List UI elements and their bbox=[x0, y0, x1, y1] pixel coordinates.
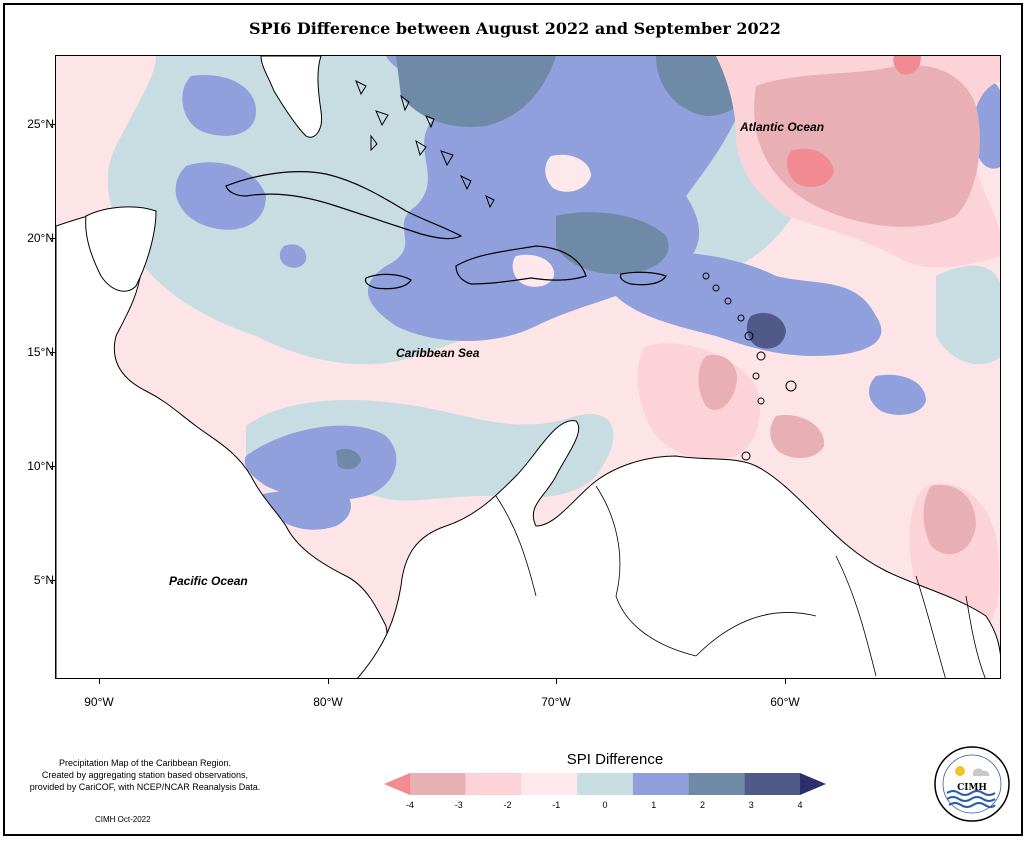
zone-rose-southeast bbox=[770, 415, 825, 458]
lat-tick-mark bbox=[50, 352, 55, 353]
lon-tick-mark bbox=[785, 679, 786, 684]
map-panel: Atlantic Ocean Caribbean Sea Pacific Oce… bbox=[55, 55, 1001, 679]
zone-darkblue-north bbox=[396, 56, 556, 127]
lat-tick-mark bbox=[50, 238, 55, 239]
lon-tick-60: 60°W bbox=[770, 695, 800, 709]
cimh-logo-icon: CIMH bbox=[934, 746, 1010, 822]
lat-tick-mark bbox=[50, 580, 55, 581]
lon-tick-70: 70°W bbox=[541, 695, 571, 709]
lat-tick-mark bbox=[50, 466, 55, 467]
lon-tick-mark bbox=[99, 679, 100, 684]
legend-swatch bbox=[577, 773, 633, 795]
zone-blue-east-edge bbox=[973, 82, 1000, 169]
legend-swatch bbox=[632, 773, 689, 795]
land-hispaniola bbox=[455, 245, 587, 285]
land-south-america bbox=[357, 420, 1000, 678]
lat-tick-10: 10°N bbox=[27, 459, 54, 473]
note-line-2: Created by aggregating station based obs… bbox=[41, 770, 249, 780]
zone-darkblue-central bbox=[556, 212, 669, 275]
zone-rose-east-antilles bbox=[698, 355, 737, 410]
land-lesser-antilles bbox=[702, 272, 797, 461]
note-line-3: provided by CariCOF, with NCEP/NCAR Rean… bbox=[29, 782, 261, 792]
zone-blue-east-arm bbox=[616, 252, 882, 356]
lat-tick-20: 20°N bbox=[27, 231, 54, 245]
legend-label: 1 bbox=[651, 800, 657, 810]
zone-blue-small-spot bbox=[279, 244, 307, 268]
spi-map-svg bbox=[56, 56, 1000, 678]
legend-label: 2 bbox=[699, 800, 705, 810]
description-note: Precipitation Map of the Caribbean Regio… bbox=[5, 757, 285, 793]
legend-label: -4 bbox=[405, 800, 414, 810]
lat-tick-25: 25°N bbox=[27, 117, 54, 131]
legend-swatch bbox=[465, 773, 522, 795]
legend-label: 3 bbox=[748, 800, 754, 810]
note-line-1: Precipitation Map of the Caribbean Regio… bbox=[58, 758, 232, 768]
lon-tick-90: 90°W bbox=[84, 695, 114, 709]
land-cuba bbox=[225, 171, 463, 240]
land-puerto-rico bbox=[619, 271, 667, 286]
land-jamaica bbox=[364, 273, 412, 290]
legend-label: -1 bbox=[552, 800, 561, 810]
zone-darkblue-south-spot bbox=[336, 449, 361, 470]
credit-text: CIMH Oct-2022 bbox=[95, 815, 151, 824]
zone-red-top bbox=[893, 56, 921, 75]
logo-text: CIMH bbox=[957, 783, 987, 793]
legend-swatch bbox=[744, 773, 800, 795]
legend-title: SPI Difference bbox=[566, 751, 664, 768]
land-bahamas bbox=[355, 79, 495, 209]
label-pacific-ocean: Pacific Ocean bbox=[169, 574, 248, 588]
lat-tick-5: 5°N bbox=[33, 573, 54, 587]
zone-navy-antilles bbox=[746, 312, 786, 349]
zone-pink-spot-1 bbox=[545, 154, 591, 192]
zone-lightblue-east bbox=[936, 265, 1000, 365]
legend-label: 0 bbox=[602, 800, 608, 810]
zone-blue-topwest bbox=[182, 75, 256, 136]
country-borders bbox=[495, 485, 986, 678]
land-florida bbox=[260, 56, 323, 138]
legend-swatch bbox=[410, 773, 466, 795]
legend-label: -3 bbox=[454, 800, 463, 810]
legend-arrow-left bbox=[384, 773, 410, 795]
legend-colorbar bbox=[384, 773, 826, 795]
lat-tick-15: 15°N bbox=[27, 345, 54, 359]
lon-tick-80: 80°W bbox=[313, 695, 343, 709]
lat-tick-mark bbox=[50, 124, 55, 125]
legend-label: -2 bbox=[503, 800, 512, 810]
lon-tick-mark bbox=[556, 679, 557, 684]
legend-arrow-right bbox=[800, 773, 826, 795]
land-yucatan bbox=[85, 206, 157, 292]
zone-blue-east-spot bbox=[869, 374, 926, 415]
zone-rose-guyana bbox=[923, 485, 976, 555]
legend-swatch bbox=[521, 773, 578, 795]
lon-tick-mark bbox=[328, 679, 329, 684]
zone-blue-west bbox=[175, 162, 266, 230]
map-title: SPI6 Difference between August 2022 and … bbox=[249, 19, 781, 38]
zone-blue-south bbox=[244, 425, 397, 501]
label-atlantic-ocean: Atlantic Ocean bbox=[740, 120, 825, 134]
label-caribbean-sea: Caribbean Sea bbox=[396, 346, 480, 360]
zone-red-atlantic bbox=[786, 148, 834, 188]
legend-label: 4 bbox=[797, 800, 803, 810]
legend-swatch bbox=[688, 773, 745, 795]
